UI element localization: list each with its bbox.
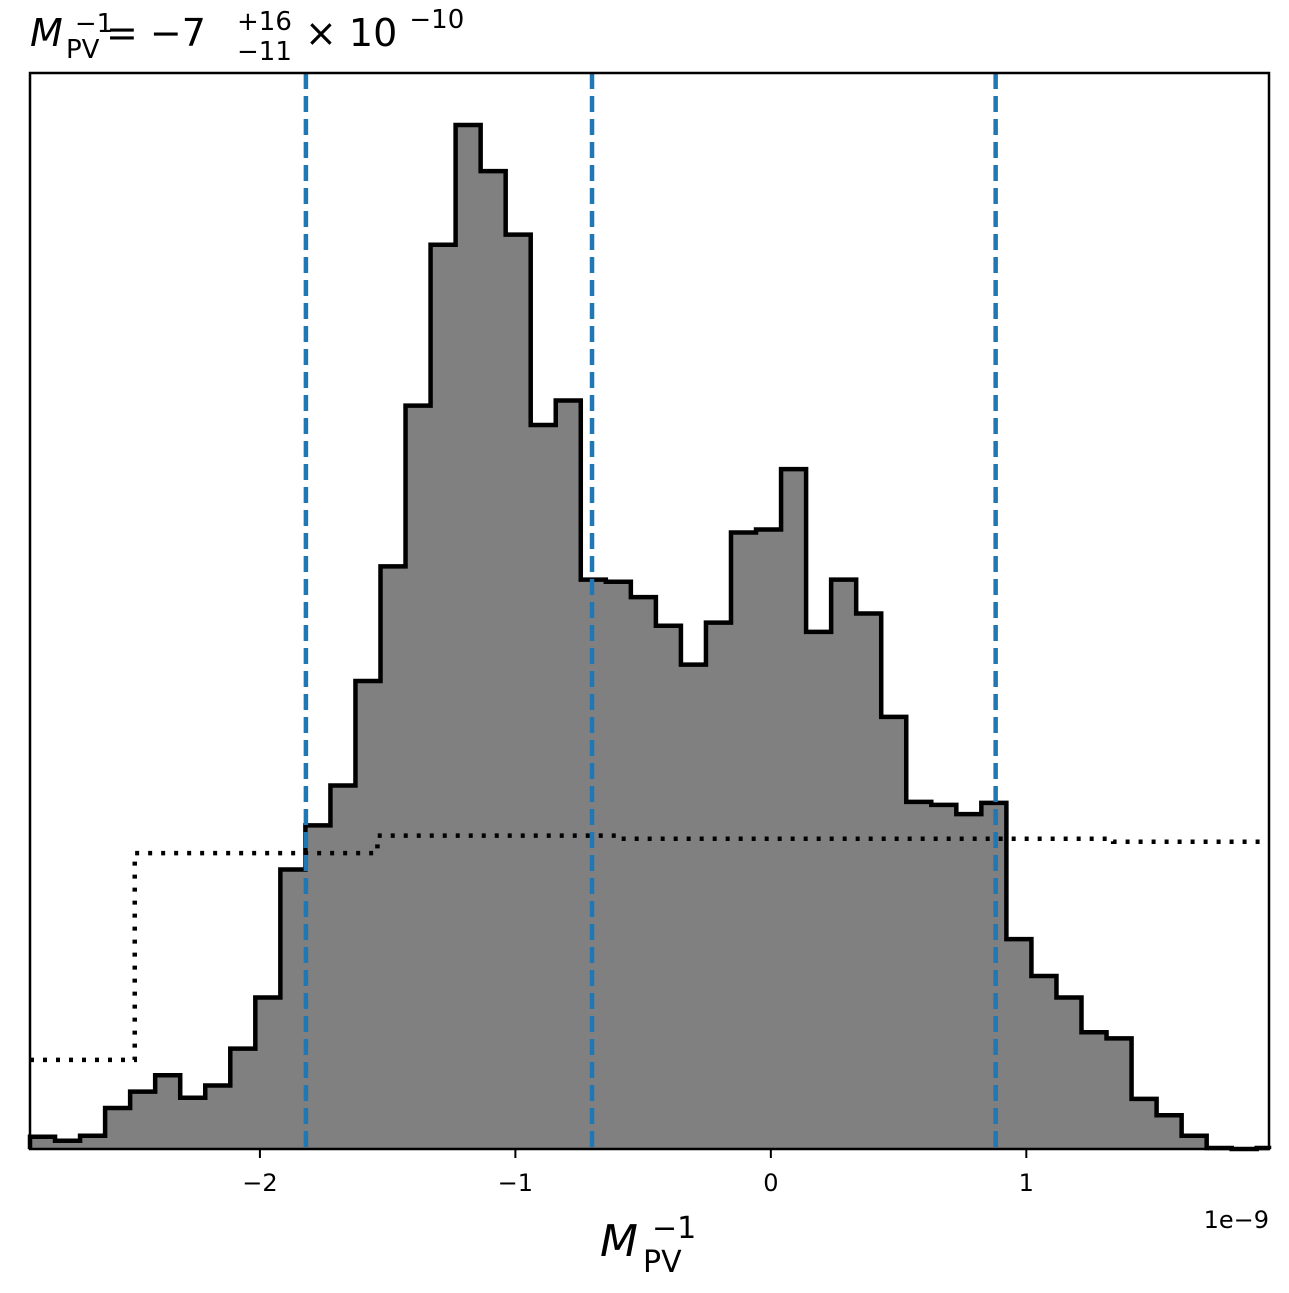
- histogram-bar: [380, 566, 407, 1149]
- histogram-bar: [480, 171, 507, 1149]
- histogram-bar: [781, 469, 807, 1150]
- histogram-bar: [555, 400, 582, 1149]
- histogram-bar: [705, 622, 732, 1149]
- title-times: × 10: [305, 11, 397, 55]
- title-exp: −10: [409, 5, 464, 35]
- histogram-bar: [1006, 939, 1032, 1149]
- histogram-bar: [756, 529, 782, 1149]
- title-base-sub: PV: [66, 35, 100, 65]
- xlabel-base: M: [600, 1216, 638, 1267]
- histogram-bar: [856, 613, 882, 1149]
- x-tick-label: −2: [242, 1169, 277, 1197]
- histogram-bar: [55, 1140, 81, 1149]
- quantile-lines: [303, 73, 998, 1149]
- histogram-bar: [180, 1097, 206, 1149]
- histogram-bar: [305, 825, 331, 1149]
- histogram-bar: [255, 997, 281, 1149]
- histogram-bar: [906, 801, 932, 1149]
- x-tick-label: 1: [1019, 1169, 1034, 1197]
- histogram-bar: [655, 625, 682, 1149]
- xlabel-sub: PV: [643, 1245, 682, 1280]
- title-err-down: −11: [237, 37, 292, 67]
- histogram-bar: [530, 425, 557, 1150]
- histogram-bars: [30, 125, 1270, 1150]
- histogram-bar: [80, 1135, 106, 1149]
- axes-frame: [28, 71, 1271, 1151]
- histogram-bar: [1031, 975, 1057, 1149]
- x-tick-label: −1: [498, 1169, 533, 1197]
- prior-line: [30, 833, 1269, 1063]
- histogram-bar: [105, 1108, 131, 1149]
- histogram-bar: [1056, 997, 1082, 1149]
- histogram-outline: [27, 122, 1272, 1152]
- histogram-bar: [1106, 1038, 1133, 1149]
- histogram-bar: [1181, 1135, 1208, 1149]
- x-offset-label: 1e−9: [1204, 1206, 1269, 1234]
- histogram-bar: [30, 1136, 56, 1149]
- title-equals: = −7: [106, 11, 206, 55]
- histogram-bar: [130, 1091, 156, 1149]
- histogram-bar: [680, 664, 707, 1149]
- x-axis: −2 −1 0 1: [242, 1149, 1034, 1197]
- title-base: M: [30, 11, 63, 55]
- histogram-bar: [430, 244, 457, 1150]
- title-err-up: +16: [237, 7, 292, 37]
- histogram-bar: [1131, 1098, 1158, 1149]
- histogram-bar: [405, 405, 432, 1149]
- histogram-bar: [1081, 1032, 1108, 1149]
- chart-title: M −1 PV = −7 +16 −11 × 10 −10: [30, 0, 464, 69]
- x-tick-label: 0: [763, 1169, 778, 1197]
- histogram-bar: [605, 581, 632, 1149]
- histogram-bar: [230, 1048, 256, 1149]
- histogram-bar: [630, 597, 657, 1149]
- histogram-bar: [831, 579, 857, 1149]
- histogram-bar: [956, 814, 982, 1149]
- histogram-bar: [455, 125, 482, 1149]
- histogram-bar: [355, 681, 381, 1149]
- histogram-bar: [806, 631, 832, 1149]
- histogram-bar: [280, 869, 306, 1149]
- histogram-bar: [205, 1085, 231, 1149]
- histogram-bar: [1156, 1115, 1183, 1149]
- x-axis-label: M −1 PV: [600, 1198, 710, 1280]
- xlabel-sup: −1: [652, 1211, 696, 1246]
- histogram-bar: [330, 785, 356, 1149]
- histogram-bar: [881, 716, 907, 1149]
- histogram-bar: [931, 804, 957, 1149]
- histogram-bar: [155, 1075, 181, 1149]
- histogram-bar: [505, 234, 532, 1149]
